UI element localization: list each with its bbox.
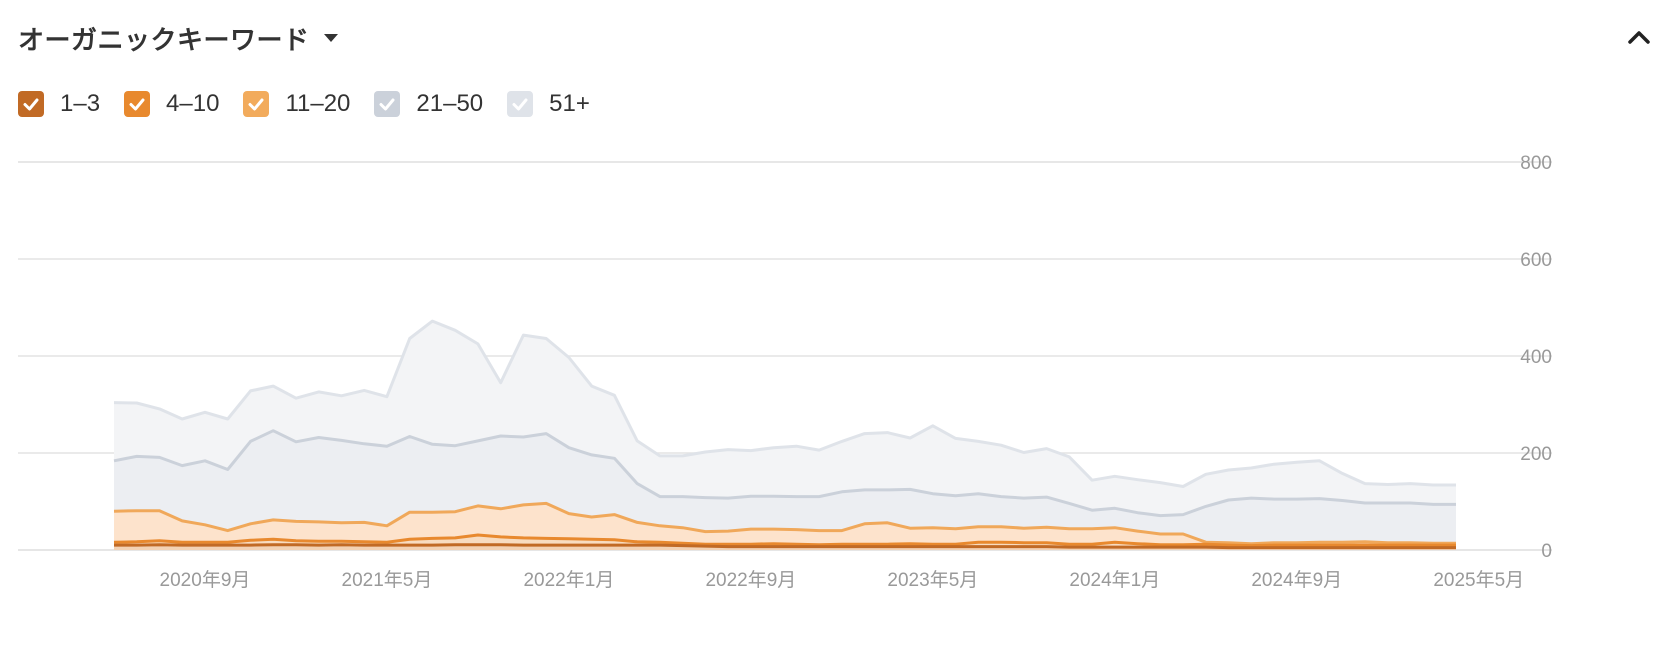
legend-item[interactable]: 4–10: [124, 90, 219, 118]
chevron-up-icon: [1628, 31, 1650, 44]
checkbox-checked-icon[interactable]: [507, 91, 534, 117]
series-line-51+: [113, 319, 1456, 488]
checkbox-checked-icon[interactable]: [18, 91, 44, 117]
legend-item[interactable]: 1–3: [18, 90, 100, 118]
checkbox-checked-icon[interactable]: [243, 91, 270, 117]
series-line-21–50: [113, 429, 1456, 518]
chart-header: オーガニックキーワード: [18, 18, 338, 58]
series-line-1–3: [114, 543, 1456, 550]
chart-title: オーガニックキーワード: [18, 25, 310, 56]
caret-down-icon[interactable]: [323, 34, 338, 42]
x-tick-label: 2025年5月: [1433, 569, 1524, 591]
legend-label: 21–50: [416, 90, 484, 117]
series-area-51+: [114, 321, 1456, 516]
y-tick-label: 200: [1520, 444, 1552, 465]
y-tick-label: 800: [1520, 153, 1552, 174]
x-tick-label: 2021年5月: [342, 569, 433, 591]
x-tick-label: 2024年1月: [1069, 569, 1160, 591]
y-tick-label: 0: [1541, 541, 1552, 562]
series-area-11–20: [114, 503, 1456, 546]
legend-label: 51+: [549, 90, 590, 117]
x-tick-label: 2023年5月: [887, 569, 978, 591]
x-tick-label: 2022年1月: [523, 569, 614, 591]
legend-label: 11–20: [285, 90, 351, 117]
y-tick-label: 400: [1520, 347, 1552, 368]
legend-item[interactable]: 11–20: [243, 90, 350, 118]
y-tick-label: 600: [1520, 250, 1552, 271]
legend-label: 1–3: [60, 90, 101, 117]
x-tick-label: 2022年9月: [705, 569, 796, 591]
series-line-11–20: [113, 501, 1456, 546]
x-tick-label: 2020年9月: [160, 569, 251, 591]
checkbox-checked-icon[interactable]: [374, 91, 401, 117]
collapse-button[interactable]: [1624, 22, 1654, 52]
legend-label: 4–10: [166, 90, 220, 117]
series-line-4–10: [113, 533, 1456, 548]
series-area-21–50: [114, 430, 1456, 544]
legend-item[interactable]: 51+: [507, 90, 590, 118]
checkbox-checked-icon[interactable]: [124, 91, 151, 117]
legend-item[interactable]: 21–50: [374, 90, 483, 118]
legend: 1–3 4–10 11–20 21–50 51+: [18, 90, 614, 118]
x-tick-label: 2024年9月: [1251, 569, 1342, 591]
